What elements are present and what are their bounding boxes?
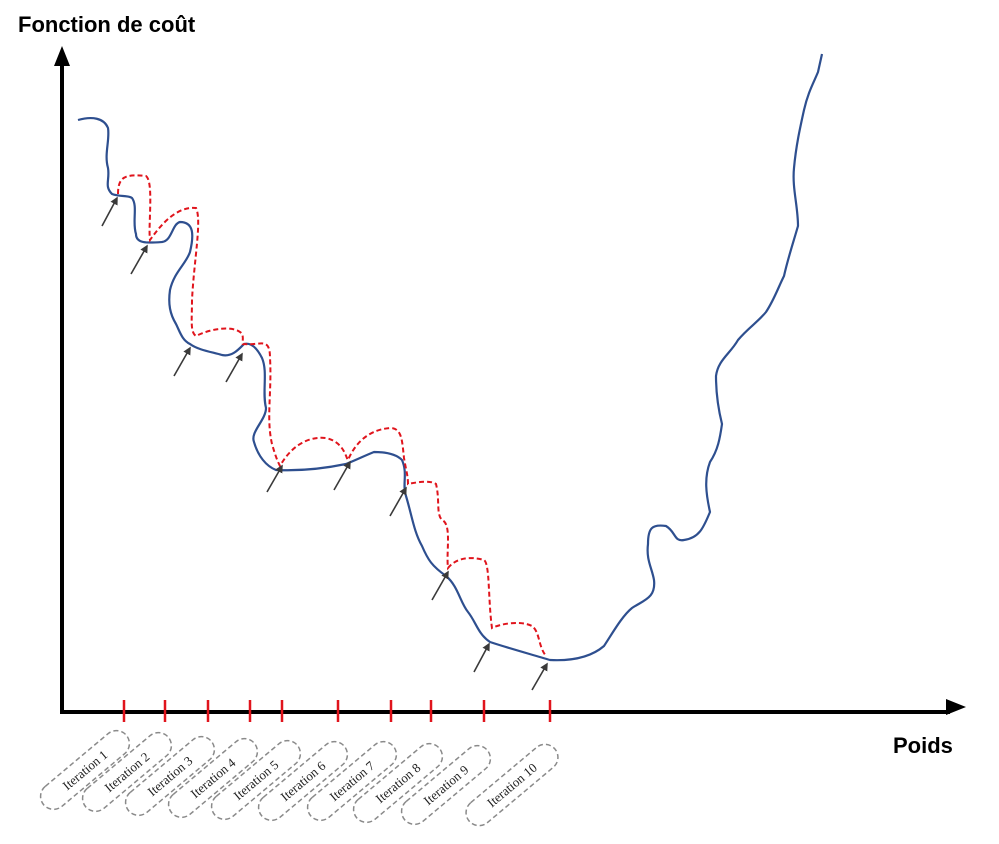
x-axis-ticks xyxy=(122,700,552,722)
pointer-arrow-5 xyxy=(266,464,283,493)
pointer-arrow-9 xyxy=(473,642,490,673)
gradient-step-path xyxy=(117,174,547,657)
pointer-arrow-2 xyxy=(130,244,148,275)
x-axis-title: Poids xyxy=(893,733,953,758)
pointer-arrow-6 xyxy=(333,460,351,491)
pointer-arrow-3 xyxy=(173,346,191,377)
axes xyxy=(54,46,966,715)
x-axis-arrowhead xyxy=(946,699,966,715)
y-axis-arrowhead xyxy=(54,46,70,66)
pointer-arrow-10 xyxy=(531,662,548,691)
iteration-labels: Iteration 1 Iteration 2 Iteration 3 Iter… xyxy=(39,729,559,827)
pointer-arrow-1 xyxy=(101,196,118,227)
pointer-arrow-8 xyxy=(431,570,449,601)
pointer-arrow-4 xyxy=(225,352,243,383)
iteration-pointers xyxy=(101,196,548,691)
pointer-arrow-7 xyxy=(389,486,407,517)
cost-function-curve xyxy=(77,53,824,662)
y-axis-title: Fonction de coût xyxy=(18,12,196,37)
iteration-pill-7: Iteration 7 xyxy=(306,740,398,822)
iteration-pill-4: Iteration 4 xyxy=(167,737,259,819)
